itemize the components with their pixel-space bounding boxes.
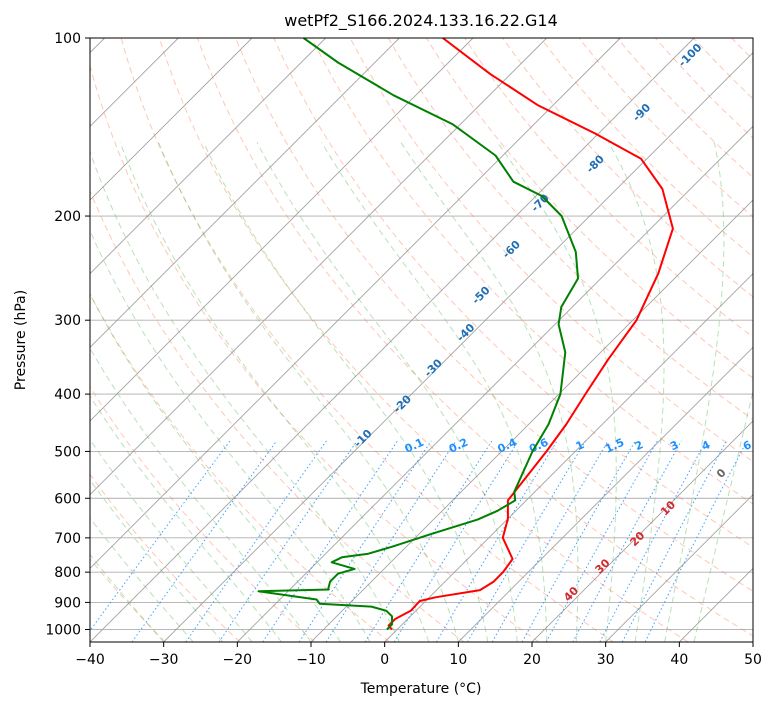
dry-adiabat-line — [311, 38, 753, 505]
dry-adiabat-line — [273, 38, 753, 548]
isotherm-line — [90, 38, 326, 275]
y-axis-label: Pressure (hPa) — [13, 290, 29, 390]
x-tick-label: −30 — [149, 652, 179, 668]
dry-adiabat-line — [90, 63, 540, 642]
mixing-ratio-line — [218, 440, 358, 642]
dry-adiabat-line — [90, 292, 390, 642]
dry-adiabat-line — [235, 38, 753, 592]
x-tick-label: −20 — [223, 652, 253, 668]
isotherm-line — [90, 38, 695, 642]
mixing-ratio-line — [521, 440, 636, 642]
dry-adiabat-line — [158, 38, 689, 642]
dry-adiabat-line — [387, 38, 753, 421]
isotherm-line — [531, 420, 753, 642]
x-tick-label: −10 — [296, 652, 326, 668]
dry-adiabat-line — [90, 473, 241, 642]
sounding-profiles — [257, 38, 674, 631]
mixing-ratio-line — [262, 440, 399, 642]
mixing-ratio-line — [185, 440, 327, 642]
y-tick-label: 700 — [54, 531, 81, 547]
mixing-ratio-line — [545, 440, 658, 642]
dry-adiabat-line — [90, 189, 465, 642]
y-tick-label: 600 — [54, 491, 81, 507]
isotherm-line — [458, 346, 753, 642]
x-axis-label: Temperature (°C) — [360, 681, 482, 697]
background-lines — [90, 38, 753, 642]
mixing-ratio-line — [644, 440, 748, 642]
mixing-ratio-line — [435, 440, 558, 642]
isotherm-line — [90, 38, 253, 201]
isotherm-line — [237, 125, 753, 642]
isotherm-line — [90, 38, 621, 569]
mixing-ratio-line — [90, 440, 231, 632]
isotherm-line — [90, 38, 474, 422]
isotherm-line — [605, 494, 753, 642]
dry-adiabat-line — [90, 385, 316, 642]
plot-frame — [89, 37, 754, 643]
plot-area — [90, 38, 753, 642]
dewpoint-profile-line — [257, 38, 579, 631]
mixing-ratio-line — [393, 440, 519, 642]
mixing-ratio-line — [298, 440, 432, 642]
isotherm-line — [163, 52, 753, 642]
temperature-profile-line — [387, 38, 674, 631]
y-tick-label: 300 — [54, 313, 81, 329]
chart-title: wetPf2_S166.2024.133.16.22.G14 — [284, 11, 558, 31]
y-tick-label: 200 — [54, 209, 81, 225]
y-tick-label: 900 — [54, 595, 81, 611]
y-tick-label: 500 — [54, 444, 81, 460]
dry-adiabat-line — [425, 38, 753, 379]
mixing-ratio-line — [467, 440, 586, 642]
isotherm-line — [90, 38, 547, 496]
y-tick-label: 800 — [54, 565, 81, 581]
x-tick-label: 40 — [670, 652, 688, 668]
x-tick-label: 10 — [449, 652, 467, 668]
mixing-ratio-line — [491, 440, 609, 642]
dry-adiabat-line — [120, 38, 614, 642]
y-tick-label: 100 — [54, 31, 81, 47]
y-tick-label: 1000 — [45, 622, 81, 638]
mixing-ratio-line — [364, 440, 493, 642]
y-tick-label: 400 — [54, 387, 81, 403]
x-tick-label: −40 — [75, 652, 105, 668]
dry-adiabat-line — [502, 38, 753, 298]
dry-adiabat-line — [349, 38, 753, 463]
x-tick-label: 0 — [380, 652, 389, 668]
mixing-ratio-label: 6 — [741, 438, 754, 453]
dry-adiabat-line — [464, 38, 753, 338]
x-tick-label: 50 — [744, 652, 762, 668]
x-tick-label: 30 — [597, 652, 615, 668]
isotherm-line — [90, 38, 400, 348]
x-tick-label: 20 — [523, 652, 541, 668]
isotherm-line — [384, 273, 753, 642]
axes: −40 −30 −20 −10 0 10 20 30 40 50 100 200 300 400 500 60… — [45, 31, 762, 668]
mixing-ratio-line — [325, 440, 457, 642]
